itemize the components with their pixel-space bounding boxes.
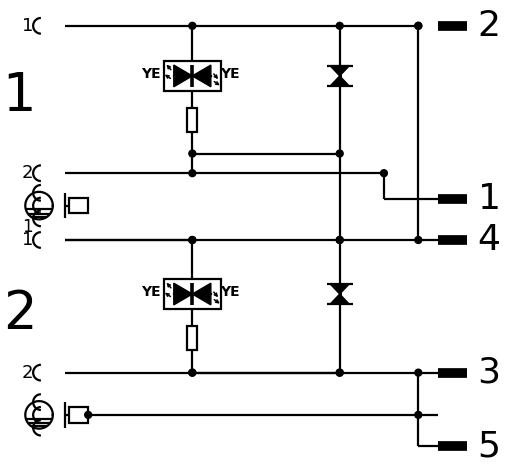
Text: YE: YE	[141, 285, 161, 299]
Circle shape	[189, 22, 196, 29]
Polygon shape	[330, 66, 349, 76]
Polygon shape	[192, 65, 211, 87]
Circle shape	[336, 237, 343, 243]
Bar	[68, 198, 88, 213]
Circle shape	[381, 170, 387, 177]
Circle shape	[415, 411, 422, 418]
Circle shape	[415, 369, 422, 376]
Bar	[164, 61, 220, 90]
Text: 1: 1	[22, 218, 32, 236]
Circle shape	[189, 369, 196, 376]
Bar	[68, 407, 88, 423]
Bar	[187, 327, 197, 350]
Text: 2: 2	[3, 288, 36, 340]
Text: 1: 1	[3, 69, 36, 121]
Polygon shape	[330, 76, 349, 86]
Circle shape	[189, 237, 196, 243]
Polygon shape	[330, 284, 349, 294]
Circle shape	[189, 170, 196, 177]
Circle shape	[189, 237, 196, 243]
Text: YE: YE	[220, 285, 239, 299]
Text: 5: 5	[477, 429, 501, 463]
Bar	[187, 109, 197, 132]
Text: 2: 2	[477, 9, 501, 43]
Circle shape	[336, 369, 343, 376]
Polygon shape	[192, 283, 211, 305]
Circle shape	[415, 22, 422, 29]
Circle shape	[336, 150, 343, 157]
Text: 2: 2	[22, 164, 33, 182]
Circle shape	[189, 150, 196, 157]
Circle shape	[336, 369, 343, 376]
Text: 1: 1	[22, 17, 33, 35]
Polygon shape	[174, 65, 192, 87]
Text: 3: 3	[477, 356, 501, 390]
Circle shape	[415, 22, 422, 29]
Text: 1: 1	[477, 182, 501, 216]
Circle shape	[336, 237, 343, 243]
Text: YE: YE	[220, 67, 239, 81]
Text: 4: 4	[477, 223, 501, 257]
Text: YE: YE	[141, 67, 161, 81]
Polygon shape	[330, 294, 349, 304]
Polygon shape	[174, 283, 192, 305]
Circle shape	[85, 411, 92, 418]
Text: 1: 1	[22, 231, 33, 249]
Bar	[164, 279, 220, 309]
Circle shape	[336, 22, 343, 29]
Text: 2: 2	[22, 364, 33, 382]
Circle shape	[415, 237, 422, 243]
Circle shape	[189, 369, 196, 376]
